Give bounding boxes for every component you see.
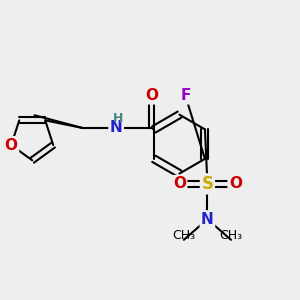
Text: O: O [145, 88, 158, 103]
Text: N: N [201, 212, 214, 227]
Text: CH₃: CH₃ [219, 229, 242, 242]
Text: O: O [173, 176, 186, 191]
Text: O: O [5, 137, 18, 152]
Text: N: N [110, 120, 122, 135]
Text: O: O [229, 176, 242, 191]
Text: CH₃: CH₃ [172, 229, 195, 242]
Text: S: S [201, 175, 213, 193]
Text: F: F [180, 88, 190, 103]
Text: H: H [113, 112, 124, 125]
